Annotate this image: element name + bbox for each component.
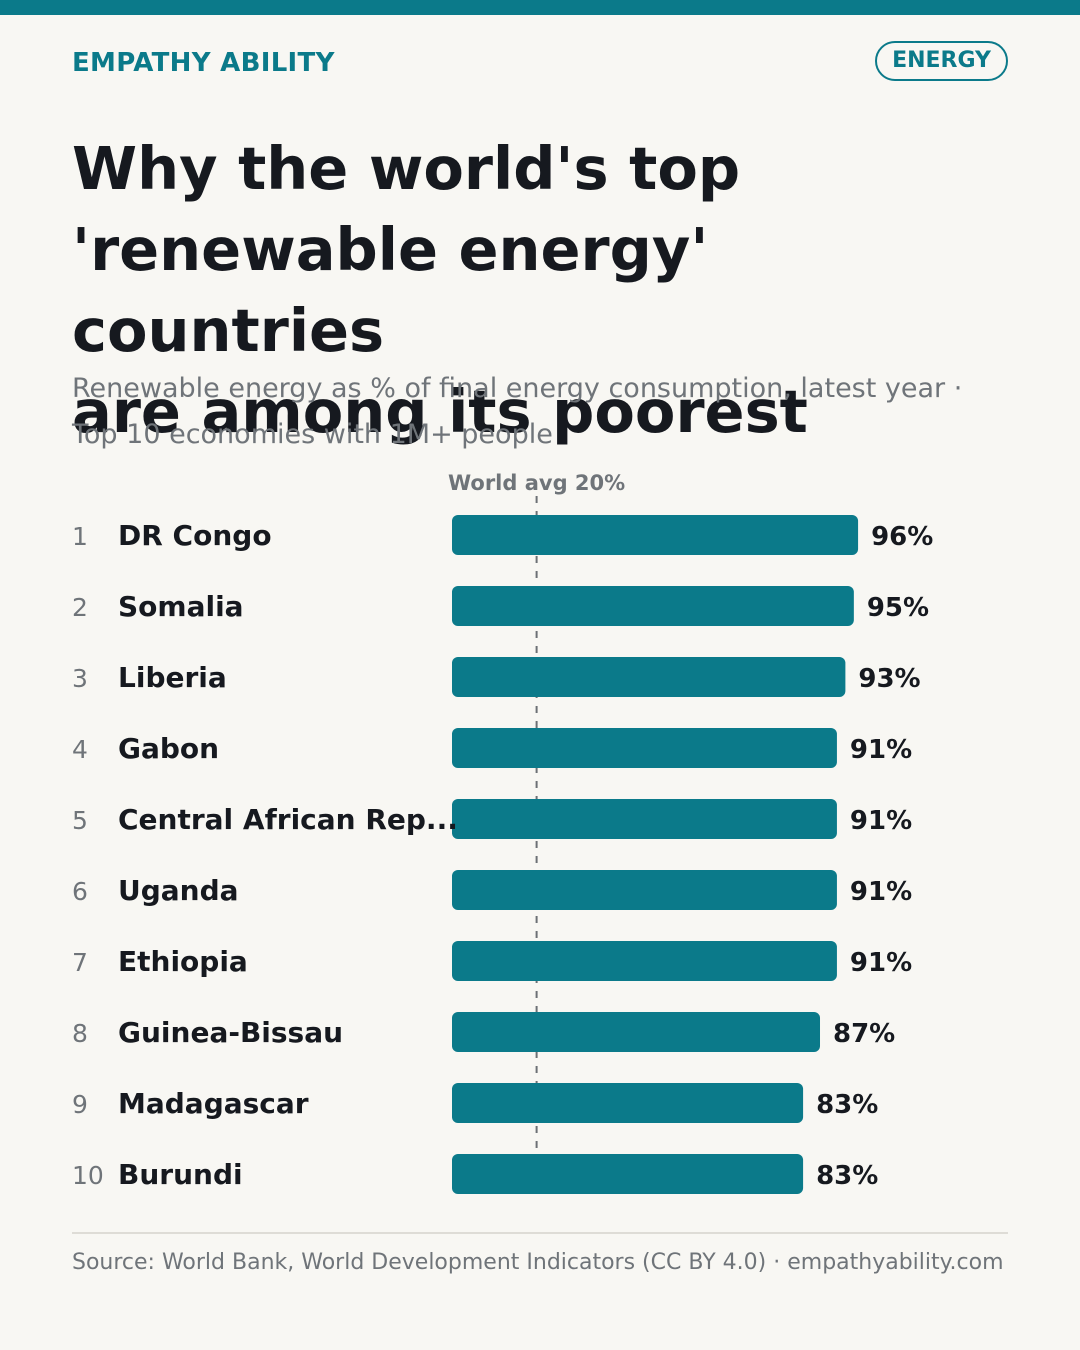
data-label: 91% bbox=[850, 877, 912, 907]
world-average-label: World avg 20% bbox=[448, 471, 625, 495]
subtitle-line: Top 10 economies with 1M+ people bbox=[72, 419, 553, 450]
bar bbox=[452, 728, 837, 768]
category-label: Burundi bbox=[118, 1158, 243, 1191]
bar bbox=[452, 1154, 804, 1194]
category-label: DR Congo bbox=[118, 519, 272, 552]
rank-label: 3 bbox=[72, 664, 88, 693]
footer-divider bbox=[72, 1232, 1008, 1234]
category-label: Liberia bbox=[118, 661, 227, 694]
bar bbox=[452, 657, 846, 697]
bar-chart: World avg 20% 1 DR Congo 96% 2 Somalia 95% 3 Lib… bbox=[72, 471, 933, 1194]
source-note: Source: World Bank, World Development In… bbox=[72, 1250, 1004, 1275]
chart-subtitle: Renewable energy as % of final energy co… bbox=[72, 366, 1022, 458]
category-tag: ENERGY bbox=[875, 41, 1008, 81]
title-line: are among its poorest bbox=[72, 377, 808, 446]
rank-label: 7 bbox=[72, 948, 88, 977]
bar bbox=[452, 941, 837, 981]
bar bbox=[452, 515, 859, 555]
bar bbox=[452, 1012, 821, 1052]
rank-label: 2 bbox=[72, 593, 88, 622]
bar bbox=[452, 799, 837, 839]
top-accent-stripe bbox=[0, 0, 1080, 15]
data-label: 93% bbox=[858, 664, 920, 694]
category-label: Madagascar bbox=[118, 1087, 309, 1120]
data-label: 96% bbox=[871, 522, 933, 552]
data-label: 83% bbox=[816, 1090, 878, 1120]
data-label: 95% bbox=[867, 593, 929, 623]
rank-label: 8 bbox=[72, 1019, 88, 1048]
rank-label: 10 bbox=[72, 1161, 104, 1190]
category-label: Guinea-Bissau bbox=[118, 1016, 343, 1049]
category-label: Central African Rep... bbox=[118, 803, 458, 836]
data-label: 91% bbox=[850, 735, 912, 765]
category-label: Gabon bbox=[118, 732, 219, 765]
category-label: Uganda bbox=[118, 874, 239, 907]
bar bbox=[452, 586, 854, 626]
data-label: 83% bbox=[816, 1161, 878, 1191]
brand-name: EMPATHY ABILITY bbox=[72, 48, 335, 78]
bar bbox=[452, 870, 837, 910]
rank-label: 9 bbox=[72, 1090, 88, 1119]
title-line: Why the world's top bbox=[72, 134, 741, 203]
bar bbox=[452, 1083, 804, 1123]
rank-label: 1 bbox=[72, 522, 88, 551]
data-label: 87% bbox=[833, 1019, 895, 1049]
page-title: Why the world's top 'renewable energy' c… bbox=[72, 128, 1022, 452]
rank-label: 4 bbox=[72, 735, 88, 764]
title-line: 'renewable energy' countries bbox=[72, 215, 709, 365]
data-label: 91% bbox=[850, 948, 912, 978]
category-label: Somalia bbox=[118, 590, 244, 623]
category-label: Ethiopia bbox=[118, 945, 248, 978]
data-label: 91% bbox=[850, 806, 912, 836]
rank-label: 5 bbox=[72, 806, 88, 835]
subtitle-line: Renewable energy as % of final energy co… bbox=[72, 373, 963, 404]
rank-label: 6 bbox=[72, 877, 88, 906]
